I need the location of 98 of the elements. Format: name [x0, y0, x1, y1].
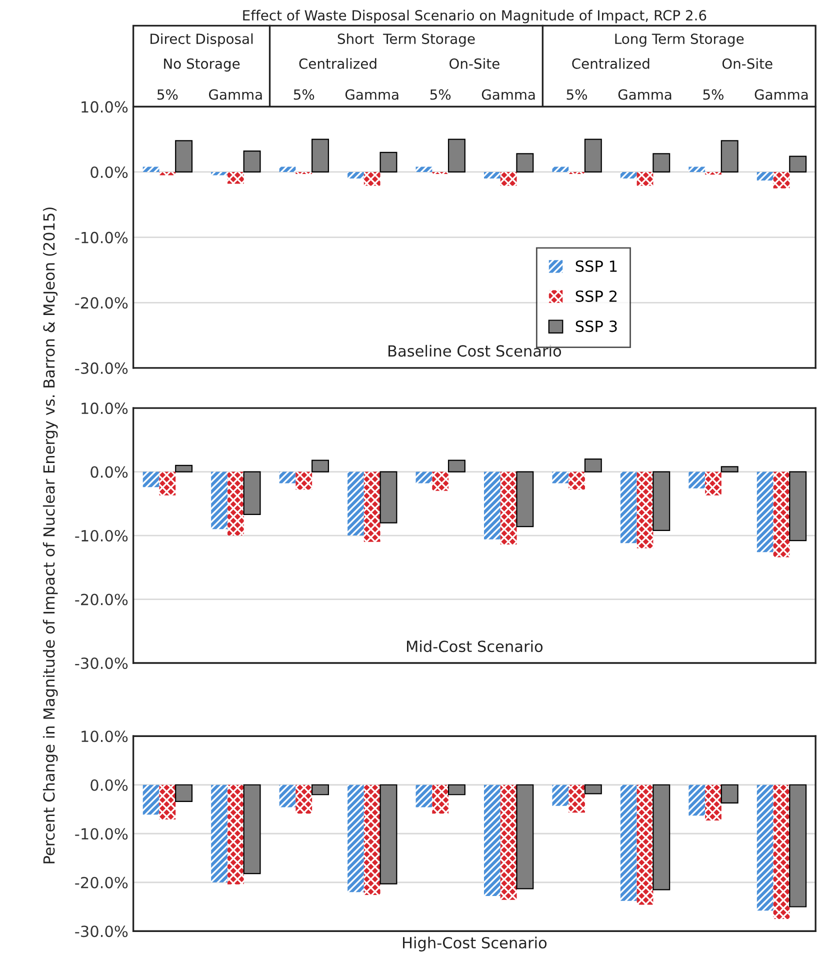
chart-title: Effect of Waste Disposal Scenario on Magnitude of Impact, RCP 2.6 [243, 10, 706, 24]
bar [448, 138, 466, 173]
bar [720, 140, 738, 173]
y-tick-label: -30.0% [75, 657, 128, 670]
bar [416, 166, 432, 172]
bar [312, 138, 329, 173]
bar [380, 471, 398, 524]
y-tick-label: -10.0% [75, 530, 128, 542]
bar [552, 472, 569, 484]
bar [773, 172, 790, 188]
bar [364, 472, 380, 542]
y-tick-label: -10.0% [75, 232, 128, 244]
annotation: Baseline Cost Scenario [388, 344, 562, 357]
x-tick-label: Gamma [209, 89, 262, 100]
bar [636, 472, 654, 548]
bar [279, 472, 296, 484]
x-tick-label: Gamma [345, 89, 398, 100]
bar [159, 472, 176, 496]
y-axis-title: Percent Change in Magnitude of Impact of Nuclear Energy vs. Barron & McJeon (2015) [42, 208, 58, 864]
text: Centralized [572, 58, 650, 69]
bar [211, 172, 228, 176]
bar [688, 166, 706, 172]
bar [552, 166, 569, 172]
legend-label: SSP 3 [576, 320, 617, 332]
text: No Storage [164, 58, 240, 72]
bar [756, 472, 774, 552]
text: Direct Disposal [150, 33, 253, 47]
bar [348, 472, 364, 536]
legend-label: SSP 1 [576, 260, 617, 272]
bar [705, 172, 722, 175]
x-tick-label: Gamma [482, 89, 535, 100]
bar [416, 472, 432, 484]
y-tick-label: -20.0% [75, 594, 128, 606]
bar [484, 472, 500, 540]
bar [789, 156, 807, 173]
bar [211, 472, 228, 530]
bar [348, 172, 364, 179]
x-axis-title: High-Cost Scenario [403, 936, 547, 952]
y-tick-label: 0.0% [90, 779, 128, 791]
bar [243, 150, 261, 173]
y-tick-label: 0.0% [90, 466, 128, 478]
bar [584, 458, 602, 472]
bar [227, 472, 244, 536]
bar [568, 472, 585, 490]
x-tick-label: Gamma [754, 89, 808, 100]
bar [175, 464, 193, 472]
y-tick-label: -30.0% [75, 362, 128, 374]
text: Long Term Storage [615, 34, 744, 47]
x-tick-label: Gamma [618, 89, 672, 100]
bar [175, 140, 193, 173]
bar [484, 172, 500, 179]
y-tick-label: 0.0% [90, 166, 128, 178]
x-tick-label: 5% [294, 89, 314, 100]
x-tick-label: 5% [703, 89, 724, 100]
text: Short Term Storage [338, 33, 475, 47]
bar [364, 172, 380, 186]
text: On-Site [450, 58, 500, 69]
bar [380, 152, 398, 173]
y-tick-label: 10.0% [82, 402, 128, 414]
text: Centralized [299, 58, 376, 69]
bar [243, 471, 261, 516]
bar [688, 472, 706, 488]
bar [620, 172, 637, 179]
bar [159, 172, 176, 176]
y-tick-label: -20.0% [75, 297, 128, 309]
bar [432, 472, 449, 491]
bar [773, 472, 790, 558]
bar [142, 472, 160, 488]
x-tick-label: 5% [566, 89, 588, 100]
bar [756, 172, 774, 180]
bar [620, 472, 637, 544]
bar [227, 172, 244, 184]
x-tick-label: 5% [430, 89, 451, 100]
bar [312, 460, 329, 472]
y-tick-label: -10.0% [75, 828, 128, 840]
y-tick-label: -20.0% [75, 876, 128, 888]
bar [448, 460, 466, 472]
bar [279, 166, 296, 172]
y-tick-label: 10.0% [82, 101, 128, 113]
bar [142, 166, 160, 172]
annotation: Mid-Cost Scenario [407, 640, 543, 652]
bar [652, 471, 670, 531]
y-tick-label: -30.0% [75, 926, 128, 938]
x-tick-label: 5% [157, 89, 178, 100]
text: On-Site [722, 58, 772, 69]
bar [789, 471, 807, 542]
bar [652, 153, 670, 173]
bar [720, 466, 738, 472]
y-tick-label: 10.0% [82, 730, 128, 742]
bar [516, 471, 534, 528]
bar [584, 138, 602, 173]
bar [705, 472, 722, 496]
bar [500, 472, 517, 544]
bar [296, 472, 312, 490]
bar [516, 153, 534, 173]
bar [636, 172, 654, 186]
bar [500, 172, 517, 186]
legend-label: SSP 2 [576, 290, 617, 302]
